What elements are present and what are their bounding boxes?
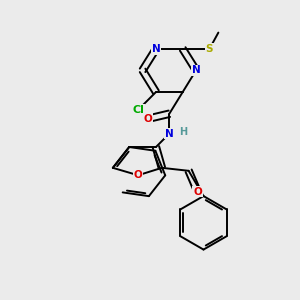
Text: H: H	[179, 127, 188, 137]
Text: O: O	[193, 187, 202, 196]
Text: O: O	[134, 170, 142, 180]
Text: S: S	[206, 44, 213, 54]
Text: N: N	[192, 65, 200, 75]
Text: N: N	[152, 44, 160, 54]
Text: N: N	[165, 129, 174, 139]
Text: O: O	[143, 114, 152, 124]
Text: Cl: Cl	[132, 105, 144, 115]
